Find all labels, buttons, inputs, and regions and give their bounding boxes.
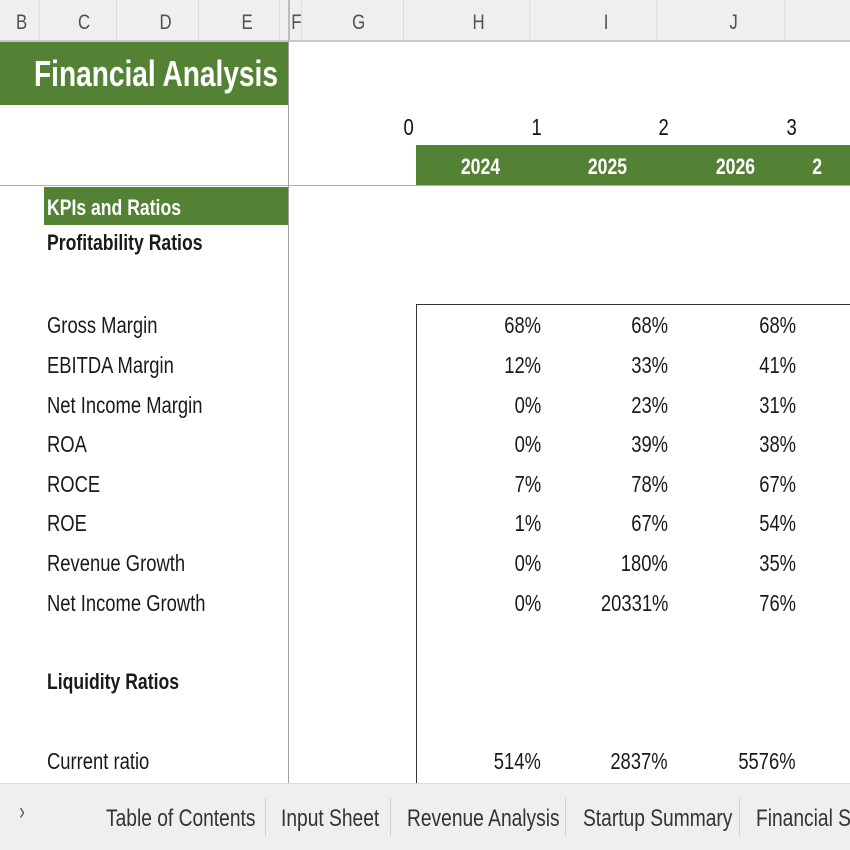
column-header-i[interactable]: I bbox=[556, 0, 658, 40]
column-header-c[interactable]: C bbox=[52, 0, 117, 40]
cell-current-ratio-2024[interactable]: 514% bbox=[493, 748, 541, 774]
period-index-0[interactable]: 0 bbox=[403, 114, 414, 140]
cell-current-ratio-2025[interactable]: 2837% bbox=[610, 748, 668, 774]
row-label-ebitda-margin[interactable]: EBITDA Margin bbox=[47, 352, 174, 378]
table-border-top bbox=[416, 304, 850, 305]
cell-gross-margin-2026[interactable]: 68% bbox=[759, 312, 796, 338]
period-index-1[interactable]: 1 bbox=[531, 114, 542, 140]
cell-ebitda-margin-2026[interactable]: 41% bbox=[759, 352, 796, 378]
cell-gross-margin-2025[interactable]: 68% bbox=[631, 312, 668, 338]
row-label-net-income-margin[interactable]: Net Income Margin bbox=[47, 392, 203, 418]
frozen-row-line bbox=[0, 185, 850, 186]
row-label-roce[interactable]: ROCE bbox=[47, 471, 101, 497]
tab-divider bbox=[265, 798, 266, 836]
scroll-tabs-right-icon[interactable]: › bbox=[19, 798, 25, 825]
cell-ebitda-margin-2024[interactable]: 12% bbox=[504, 352, 541, 378]
tab-divider bbox=[739, 798, 740, 836]
period-index-2[interactable]: 2 bbox=[658, 114, 669, 140]
column-header-g[interactable]: G bbox=[314, 0, 404, 40]
frozen-column-line bbox=[288, 42, 289, 783]
section-profitability[interactable]: Profitability Ratios bbox=[47, 230, 203, 255]
column-header-d[interactable]: D bbox=[133, 0, 199, 40]
column-header-b[interactable]: B bbox=[4, 0, 40, 40]
year-2027-partial[interactable]: 2 bbox=[812, 154, 823, 179]
column-header-bar: B C D E F G H I J bbox=[0, 0, 850, 42]
tab-revenue-analysis[interactable]: Revenue Analysis bbox=[407, 805, 560, 832]
year-2025[interactable]: 2025 bbox=[587, 154, 627, 179]
cell-ebitda-margin-2025[interactable]: 33% bbox=[631, 352, 668, 378]
cell-roce-2024[interactable]: 7% bbox=[514, 471, 541, 497]
column-header-e[interactable]: E bbox=[215, 0, 280, 40]
row-label-roa[interactable]: ROA bbox=[47, 431, 87, 457]
row-label-roe[interactable]: ROE bbox=[47, 510, 87, 536]
tab-startup-summary[interactable]: Startup Summary bbox=[583, 805, 733, 832]
row-label-net-income-growth[interactable]: Net Income Growth bbox=[47, 590, 206, 616]
cell-gross-margin-2024[interactable]: 68% bbox=[504, 312, 541, 338]
tab-divider bbox=[565, 798, 566, 836]
column-header-j[interactable]: J bbox=[683, 0, 786, 40]
cell-roe-2026[interactable]: 54% bbox=[759, 510, 796, 536]
cell-revenue-growth-2025[interactable]: 180% bbox=[620, 550, 668, 576]
year-2026[interactable]: 2026 bbox=[715, 154, 755, 179]
sheet-title-cell[interactable]: Financial Analysis bbox=[0, 42, 288, 105]
section-liquidity[interactable]: Liquidity Ratios bbox=[47, 669, 179, 694]
cell-roa-2025[interactable]: 39% bbox=[631, 431, 668, 457]
year-2024[interactable]: 2024 bbox=[460, 154, 500, 179]
cell-net-income-margin-2024[interactable]: 0% bbox=[514, 392, 541, 418]
tab-divider bbox=[390, 798, 391, 836]
sheet-title: Financial Analysis bbox=[34, 53, 278, 94]
kpi-header-cell[interactable]: KPIs and Ratios bbox=[44, 187, 288, 225]
row-label-revenue-growth[interactable]: Revenue Growth bbox=[47, 550, 186, 576]
column-header-f[interactable]: F bbox=[291, 0, 302, 40]
table-border-left bbox=[416, 304, 417, 783]
tab-input-sheet[interactable]: Input Sheet bbox=[281, 805, 380, 832]
cell-roe-2025[interactable]: 67% bbox=[631, 510, 668, 536]
cell-roa-2026[interactable]: 38% bbox=[759, 431, 796, 457]
cell-net-income-growth-2025[interactable]: 20331% bbox=[600, 590, 668, 616]
sheet-tab-bar: › Table of Contents Input Sheet Revenue … bbox=[0, 783, 850, 850]
cell-revenue-growth-2024[interactable]: 0% bbox=[514, 550, 541, 576]
cell-current-ratio-2026[interactable]: 5576% bbox=[738, 748, 796, 774]
freeze-pane-divider bbox=[288, 0, 290, 42]
column-header-h[interactable]: H bbox=[428, 0, 531, 40]
cell-net-income-margin-2025[interactable]: 23% bbox=[631, 392, 668, 418]
cell-roa-2024[interactable]: 0% bbox=[514, 431, 541, 457]
row-label-current-ratio[interactable]: Current ratio bbox=[47, 748, 150, 774]
period-index-3[interactable]: 3 bbox=[786, 114, 797, 140]
cell-roce-2025[interactable]: 78% bbox=[631, 471, 668, 497]
year-header-bar: 2024 2025 2026 2 bbox=[416, 145, 850, 185]
tab-financial-statements[interactable]: Financial Sta bbox=[756, 805, 850, 832]
row-label-gross-margin[interactable]: Gross Margin bbox=[47, 312, 158, 338]
cell-revenue-growth-2026[interactable]: 35% bbox=[759, 550, 796, 576]
cell-roe-2024[interactable]: 1% bbox=[514, 510, 541, 536]
worksheet-grid[interactable]: Financial Analysis 0 1 2 3 2024 2025 202… bbox=[0, 42, 850, 783]
tab-table-of-contents[interactable]: Table of Contents bbox=[106, 805, 256, 832]
cell-net-income-growth-2024[interactable]: 0% bbox=[514, 590, 541, 616]
cell-net-income-growth-2026[interactable]: 76% bbox=[759, 590, 796, 616]
cell-net-income-margin-2026[interactable]: 31% bbox=[759, 392, 796, 418]
cell-roce-2026[interactable]: 67% bbox=[759, 471, 796, 497]
